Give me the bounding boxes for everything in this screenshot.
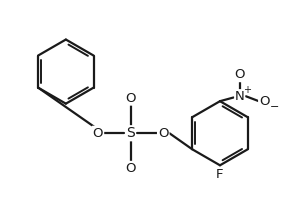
Text: F: F	[216, 168, 224, 181]
Text: O: O	[158, 127, 168, 140]
Text: O: O	[259, 95, 270, 108]
Text: S: S	[126, 126, 135, 140]
Text: −: −	[270, 102, 279, 112]
Text: +: +	[243, 85, 251, 95]
Text: O: O	[125, 92, 136, 105]
Text: N: N	[235, 90, 245, 103]
Text: O: O	[234, 68, 245, 81]
Text: O: O	[93, 127, 103, 140]
Text: O: O	[125, 162, 136, 175]
